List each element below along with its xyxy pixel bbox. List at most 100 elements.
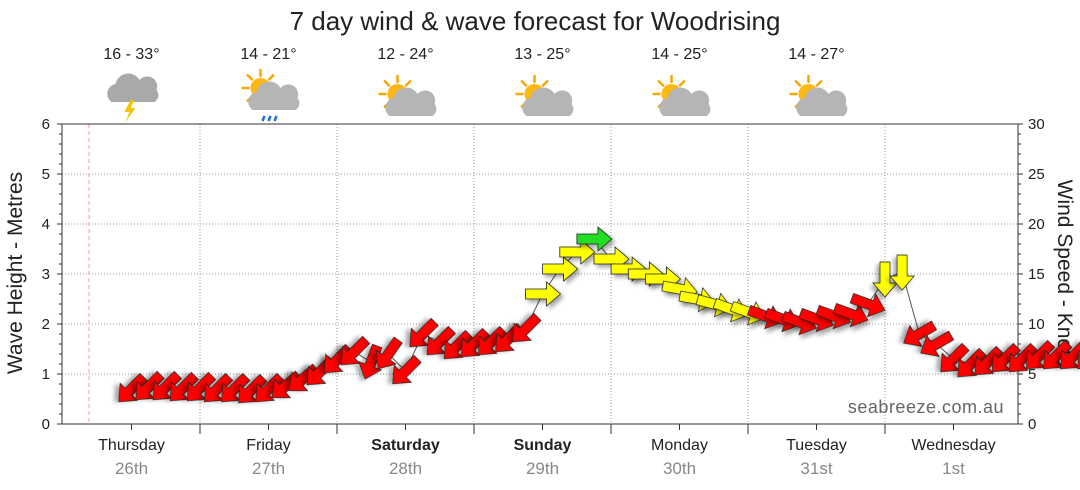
- sun-ray: [383, 80, 391, 87]
- y-axis-title-right: Wind Speed - Knots: [1053, 180, 1076, 367]
- cloud-shape: [796, 87, 848, 116]
- y-tick-label-left: 6: [42, 116, 50, 133]
- day-name: Friday: [246, 437, 290, 454]
- temperature-range: 14 - 25°: [651, 46, 707, 63]
- temperature-range: 14 - 27°: [788, 46, 844, 63]
- wind-arrow: [221, 372, 251, 403]
- temperature-range: 12 - 24°: [377, 46, 433, 63]
- y-tick-label-right: 30: [1028, 116, 1045, 133]
- temperature-range: 13 - 25°: [514, 46, 570, 63]
- sun-cloud-rain-icon: [241, 68, 300, 122]
- temperature-range: 14 - 21°: [240, 46, 296, 63]
- y-tick-label-left: 0: [42, 416, 50, 433]
- rain-drop: [273, 115, 278, 122]
- wind-arrow: [832, 302, 869, 328]
- y-tick-label-left: 1: [42, 366, 50, 383]
- sun-ray: [815, 80, 823, 87]
- weather-forecast-row: 16 - 33° 14 - 21° 12 - 24° 13 - 25° 14 - 25°…: [103, 46, 848, 122]
- y-tick-label-left: 3: [42, 266, 50, 283]
- wind-arrow: [525, 281, 562, 307]
- day-date: 28th: [389, 459, 422, 478]
- sun-ray: [794, 80, 802, 87]
- wind-arrow: [576, 226, 613, 252]
- wind-arrow: [991, 342, 1022, 373]
- sun-ray: [267, 74, 275, 81]
- sun-ray: [246, 74, 254, 81]
- cloud-shape: [107, 73, 159, 102]
- wind-arrow: [392, 354, 422, 385]
- wind-arrow: [152, 370, 182, 401]
- day-date: 26th: [115, 459, 148, 478]
- wind-arrow: [409, 317, 439, 348]
- rain-drop: [261, 115, 266, 122]
- cloud-shape: [522, 87, 574, 116]
- wind-arrow: [135, 370, 165, 401]
- y-tick-label-left: 4: [42, 216, 50, 233]
- axes: 0 1 2 3 4 5 6 0 5 10 15 20 25 30: [42, 116, 1045, 434]
- wind-arrow: [340, 335, 371, 366]
- day-name: Saturday: [371, 437, 440, 454]
- y-axis-title-left: Wave Height - Metres: [4, 172, 27, 374]
- wind-arrow: [426, 325, 456, 356]
- wind-arrow: [255, 372, 285, 403]
- rain-drop: [267, 115, 272, 122]
- sun-ray: [520, 80, 528, 87]
- day-date: 1st: [942, 459, 965, 478]
- wind-arrow: [1060, 339, 1080, 370]
- wind-arrow: [203, 372, 234, 403]
- wind-arrow: [238, 373, 268, 404]
- wind-arrow: [186, 371, 217, 402]
- wind-arrow: [169, 371, 200, 402]
- day-name: Monday: [651, 437, 708, 454]
- wind-arrow: [1008, 342, 1039, 373]
- wind-arrow: [559, 239, 596, 265]
- cloud-shape: [248, 81, 300, 110]
- lightning-bolt: [124, 100, 136, 122]
- wind-arrow: [872, 261, 898, 298]
- y-tick-label-left: 2: [42, 316, 50, 333]
- day-name: Sunday: [514, 437, 572, 454]
- wind-arrow: [1025, 339, 1056, 370]
- partly-cloudy-icon: [515, 74, 574, 116]
- wind-arrow: [957, 347, 987, 378]
- wind-arrow: [849, 292, 886, 318]
- y-tick-label-right: 0: [1028, 416, 1036, 433]
- wind-arrows: [118, 226, 1080, 404]
- wind-arrow: [477, 325, 508, 356]
- y-tick-label-right: 25: [1028, 166, 1045, 183]
- wind-arrow: [375, 336, 403, 370]
- sun-ray: [541, 80, 549, 87]
- wind-arrow: [443, 329, 474, 360]
- day-date: 29th: [526, 459, 559, 478]
- wind-arrow: [920, 330, 955, 357]
- day-date: 27th: [252, 459, 285, 478]
- wind-arrow: [974, 345, 1004, 376]
- day-date: 31st: [800, 459, 832, 478]
- wind-arrow: [118, 372, 148, 403]
- y-tick-label-right: 15: [1028, 266, 1045, 283]
- partly-cloudy-icon: [789, 74, 848, 116]
- wind-arrow: [1077, 339, 1080, 370]
- day-name: Wednesday: [911, 437, 995, 454]
- storm-icon: [107, 73, 159, 122]
- partly-cloudy-icon: [378, 74, 437, 116]
- wind-arrow: [357, 343, 383, 380]
- partly-cloudy-icon: [652, 74, 711, 116]
- y-tick-label-right: 20: [1028, 216, 1045, 233]
- day-name: Thursday: [98, 437, 165, 454]
- wind-arrow: [889, 254, 915, 291]
- y-tick-label-left: 5: [42, 166, 50, 183]
- sun-ray: [657, 80, 665, 87]
- wind-arrow: [512, 312, 542, 343]
- wind-arrow: [542, 256, 579, 282]
- sun-ray: [404, 80, 412, 87]
- wind-arrow: [460, 327, 491, 358]
- y-tick-label-right: 5: [1028, 366, 1036, 383]
- temperature-range: 16 - 33°: [103, 46, 159, 63]
- day-date: 30th: [663, 459, 696, 478]
- y-tick-label-right: 10: [1028, 316, 1045, 333]
- sun-ray: [678, 80, 686, 87]
- wind-arrow: [903, 320, 938, 347]
- chart-title: 7 day wind & wave forecast for Woodrisin…: [290, 6, 781, 36]
